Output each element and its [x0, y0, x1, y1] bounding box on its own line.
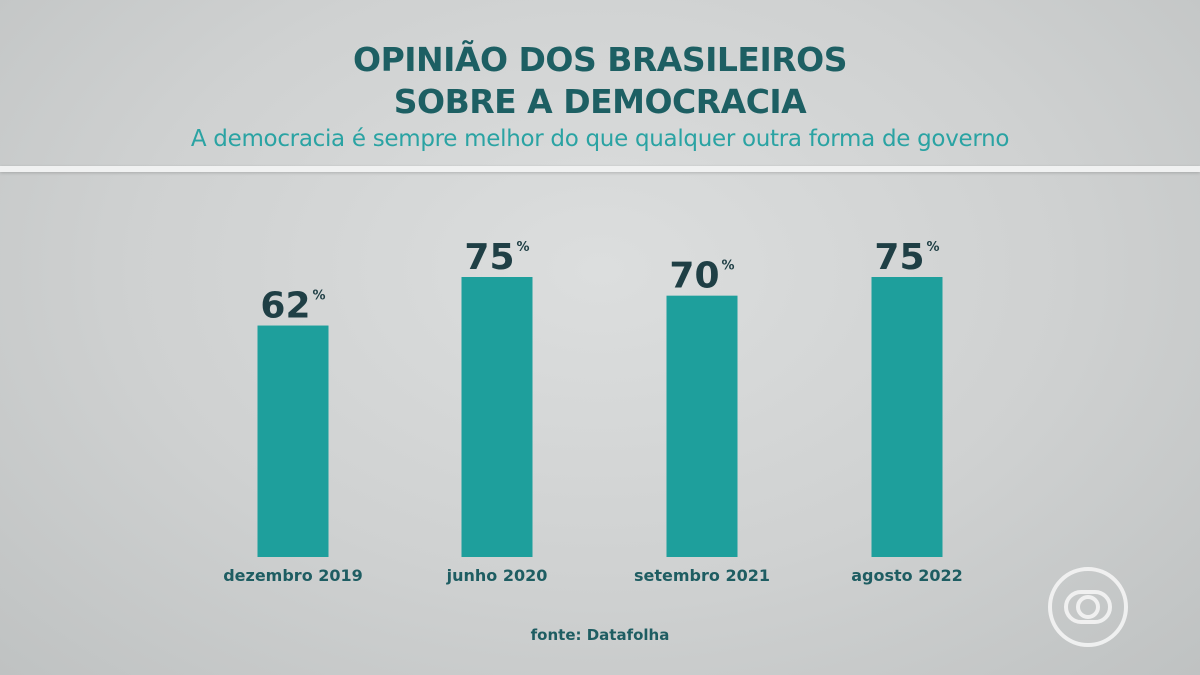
chart-header: OPINIÃO DOS BRASILEIROS SOBRE A DEMOCRAC… — [0, 0, 1200, 166]
bar — [871, 277, 943, 557]
data-label-unit: % — [927, 240, 940, 255]
data-label: 70% — [669, 256, 734, 297]
bar — [666, 295, 738, 557]
data-label-unit: % — [313, 289, 326, 304]
globo-logo-icon — [1048, 567, 1128, 647]
category-label: setembro 2021 — [634, 566, 770, 585]
data-label: 62% — [260, 286, 325, 327]
data-label: 75% — [464, 237, 529, 278]
source-note: fonte: Datafolha — [530, 626, 670, 644]
data-label-unit: % — [722, 259, 735, 274]
category-label: junho 2020 — [446, 566, 548, 585]
chart-title-line-2: SOBRE A DEMOCRACIA — [393, 82, 807, 121]
bar — [257, 325, 329, 557]
bar — [461, 277, 533, 557]
data-label-unit: % — [517, 240, 530, 255]
chart-title-line-1: OPINIÃO DOS BRASILEIROS — [353, 40, 847, 79]
header-divider — [0, 166, 1200, 172]
category-label: agosto 2022 — [851, 566, 963, 585]
category-label: dezembro 2019 — [223, 566, 363, 585]
data-label: 75% — [874, 237, 939, 278]
chart-subtitle: A democracia é sempre melhor do que qual… — [190, 126, 1010, 152]
